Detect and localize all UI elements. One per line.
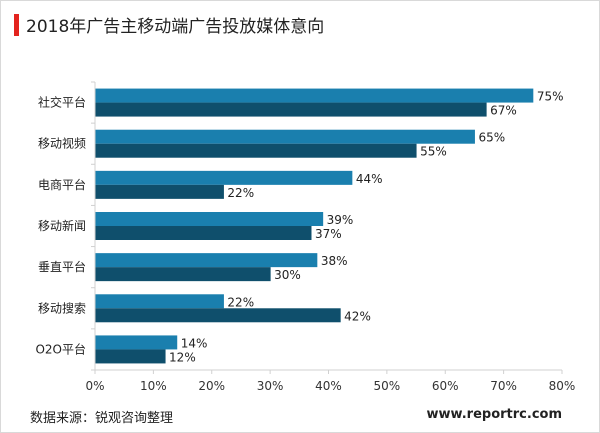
category-label: O2O平台: [35, 341, 86, 356]
x-tick-label: 70%: [490, 379, 517, 393]
bar: [95, 184, 224, 199]
bar: [95, 88, 534, 103]
data-label: 65%: [478, 131, 505, 145]
bar: [95, 294, 224, 309]
bar: [95, 212, 324, 226]
bar: [95, 226, 312, 240]
data-label: 39%: [327, 213, 354, 227]
source-note: 数据来源：锐观咨询整理: [30, 411, 174, 426]
category-label: 移动视频: [38, 136, 86, 151]
bar: [95, 129, 475, 144]
data-label: 30%: [274, 268, 301, 282]
x-tick-label: 40%: [315, 379, 342, 393]
data-label: 38%: [321, 254, 348, 268]
data-label: 42%: [344, 309, 371, 323]
data-label: 55%: [420, 145, 447, 159]
data-label: 12%: [169, 350, 196, 364]
bar: [95, 102, 487, 117]
x-tick-label: 10%: [140, 379, 167, 393]
bar: [95, 349, 166, 364]
category-label: 移动新闻: [38, 218, 86, 233]
x-tick-label: 50%: [374, 379, 401, 393]
bar: [95, 170, 353, 185]
bar: [95, 335, 178, 350]
title-accent-bar: [14, 14, 19, 36]
data-label: 22%: [227, 186, 254, 200]
chart-title: 2018年广告主移动端广告投放媒体意向: [26, 17, 325, 37]
data-label: 44%: [356, 172, 383, 186]
x-tick-label: 0%: [85, 379, 104, 393]
category-label: 社交平台: [38, 95, 86, 110]
category-label: 移动搜索: [38, 300, 86, 315]
data-label: 14%: [181, 336, 208, 350]
bar: [95, 143, 417, 158]
data-label: 67%: [490, 104, 517, 118]
category-label: 电商平台: [38, 177, 86, 192]
category-label: 垂直平台: [38, 259, 86, 274]
data-label: 75%: [537, 90, 564, 104]
x-tick-label: 80%: [549, 379, 576, 393]
bar: [95, 308, 341, 323]
website-label: www.reportrc.com: [426, 407, 562, 422]
data-label: 22%: [227, 295, 254, 309]
bar: [95, 253, 318, 268]
x-tick-label: 20%: [198, 379, 225, 393]
x-tick-label: 60%: [432, 379, 459, 393]
x-tick-label: 30%: [257, 379, 284, 393]
bar: [95, 267, 271, 282]
data-label: 37%: [315, 227, 342, 241]
